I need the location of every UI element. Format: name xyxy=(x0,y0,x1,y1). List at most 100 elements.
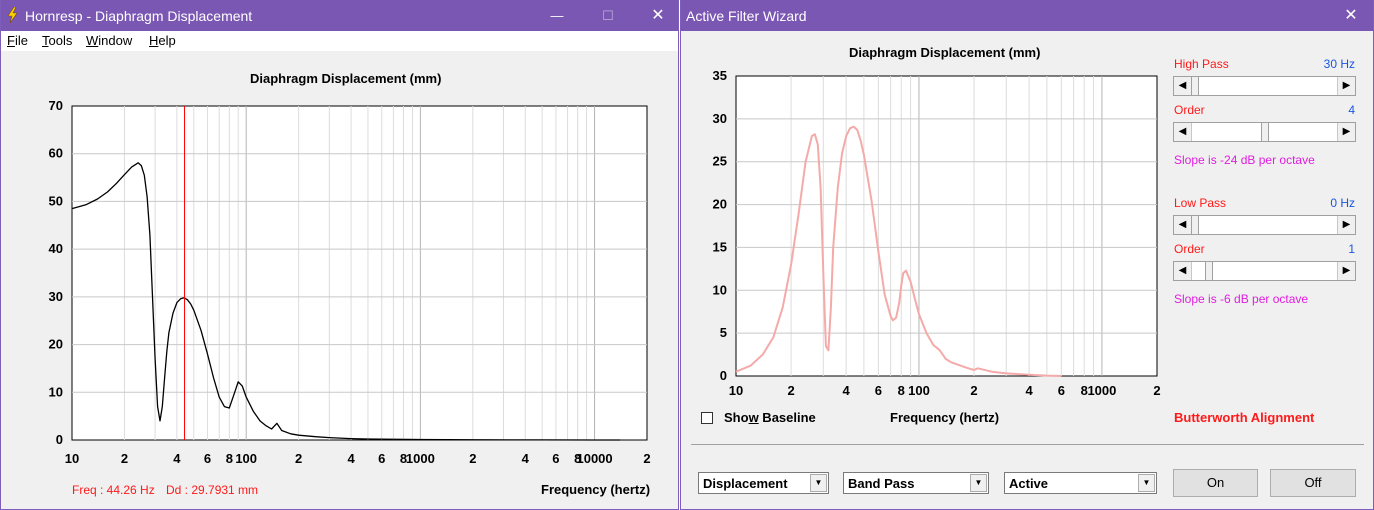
y-tick-label: 40 xyxy=(49,241,63,256)
lightning-icon xyxy=(7,7,18,23)
y-tick-label: 0 xyxy=(56,432,63,447)
high-pass-value: 30 Hz xyxy=(1323,57,1355,71)
alignment-label: Butterworth Alignment xyxy=(1174,410,1315,425)
x-tick-label: 2 xyxy=(787,383,794,398)
high-order-value: 4 xyxy=(1348,103,1355,117)
low-order-slider[interactable]: ◀ ▶ xyxy=(1173,261,1356,281)
title-bar[interactable]: Hornresp - Diaphragm Displacement — ☐ ✕ xyxy=(1,0,678,31)
x-tick-label: 4 xyxy=(173,451,181,466)
x-tick-label: 2 xyxy=(643,451,650,466)
y-tick-label: 70 xyxy=(49,98,63,113)
high-pass-label: High Pass xyxy=(1174,57,1229,71)
x-tick-label: 10 xyxy=(729,383,743,398)
x-tick-label: 100 xyxy=(235,451,257,466)
low-pass-value: 0 Hz xyxy=(1330,196,1355,210)
scroll-left-icon[interactable]: ◀ xyxy=(1174,77,1192,95)
scroll-left-icon[interactable]: ◀ xyxy=(1174,262,1192,280)
y-tick-label: 30 xyxy=(49,289,63,304)
x-tick-label: 1000 xyxy=(1087,383,1116,398)
plot-area xyxy=(735,75,1158,377)
low-pass-slider[interactable]: ◀ ▶ xyxy=(1173,215,1356,235)
x-tick-label: 2 xyxy=(121,451,128,466)
menu-file[interactable]: File xyxy=(7,33,28,48)
off-button[interactable]: Off xyxy=(1270,469,1356,497)
x-tick-label: 2 xyxy=(295,451,302,466)
active-select[interactable]: Active ▼ xyxy=(1004,472,1157,494)
x-tick-label: 8 xyxy=(898,383,905,398)
scroll-left-icon[interactable]: ◀ xyxy=(1174,123,1192,141)
show-baseline-label[interactable]: Show Baseline xyxy=(724,410,816,425)
x-tick-label: 2 xyxy=(970,383,977,398)
high-order-label: Order xyxy=(1174,103,1205,117)
series-line xyxy=(735,125,1062,377)
low-pass-label: Low Pass xyxy=(1174,196,1227,210)
chevron-down-icon[interactable]: ▼ xyxy=(810,474,827,492)
y-tick-label: 35 xyxy=(713,68,727,83)
x-tick-label: 8 xyxy=(226,451,233,466)
x-tick-label: 8 xyxy=(574,451,581,466)
x-tick-label: 8 xyxy=(1081,383,1088,398)
low-order-value: 1 xyxy=(1348,242,1355,256)
chevron-down-icon[interactable]: ▼ xyxy=(1138,474,1155,492)
menu-bar: File Tools Window Help xyxy=(1,31,678,51)
y-tick-label: 10 xyxy=(49,384,63,399)
x-tick-label: 4 xyxy=(347,451,355,466)
slider-thumb[interactable] xyxy=(1191,77,1199,95)
chart-title: Diaphragm Displacement (mm) xyxy=(250,71,442,86)
show-baseline-checkbox[interactable] xyxy=(701,412,713,424)
slider-thumb[interactable] xyxy=(1260,123,1269,141)
maximize-button[interactable]: ☐ xyxy=(602,8,614,23)
x-tick-label: 4 xyxy=(843,383,851,398)
x-tick-label: 2 xyxy=(1153,383,1160,398)
high-slope-text: Slope is -24 dB per octave xyxy=(1174,153,1315,167)
divider xyxy=(691,444,1364,445)
close-button[interactable]: ✕ xyxy=(651,7,665,24)
window-title: Hornresp - Diaphragm Displacement xyxy=(25,8,253,24)
on-button[interactable]: On xyxy=(1173,469,1258,497)
minimize-button[interactable]: — xyxy=(550,8,564,23)
menu-tools[interactable]: Tools xyxy=(42,33,73,48)
x-tick-label: 4 xyxy=(522,451,530,466)
y-tick-label: 20 xyxy=(49,337,63,352)
x-tick-label: 6 xyxy=(1058,383,1065,398)
x-axis-label: Frequency (hertz) xyxy=(541,482,651,497)
scroll-right-icon[interactable]: ▶ xyxy=(1337,123,1355,141)
high-pass-slider[interactable]: ◀ ▶ xyxy=(1173,76,1356,96)
hornresp-window: Hornresp - Diaphragm Displacement — ☐ ✕ … xyxy=(0,0,679,510)
frequency-readout: Freq : 44.26 Hz xyxy=(72,483,155,497)
x-tick-label: 10 xyxy=(65,451,79,466)
mode-select[interactable]: Displacement ▼ xyxy=(698,472,829,494)
y-tick-label: 25 xyxy=(713,154,727,169)
scroll-right-icon[interactable]: ▶ xyxy=(1337,77,1355,95)
close-button[interactable]: ✕ xyxy=(1344,7,1358,24)
chart-title: Diaphragm Displacement (mm) xyxy=(849,45,1041,60)
slider-thumb[interactable] xyxy=(1204,262,1213,280)
series-line xyxy=(71,162,620,441)
menu-window[interactable]: Window xyxy=(86,33,133,48)
scroll-right-icon[interactable]: ▶ xyxy=(1337,262,1355,280)
y-tick-label: 20 xyxy=(713,197,727,212)
high-order-slider[interactable]: ◀ ▶ xyxy=(1173,122,1356,142)
x-tick-label: 6 xyxy=(204,451,211,466)
x-tick-label: 6 xyxy=(378,451,385,466)
scroll-left-icon[interactable]: ◀ xyxy=(1174,216,1192,234)
scroll-right-icon[interactable]: ▶ xyxy=(1337,216,1355,234)
displacement-readout: Dd : 29.7931 mm xyxy=(166,483,259,497)
menu-help[interactable]: Help xyxy=(149,33,176,48)
active-filter-wizard-window: Active Filter Wizard ✕ Diaphragm Displac… xyxy=(680,0,1374,510)
y-tick-label: 0 xyxy=(720,368,727,383)
y-tick-label: 15 xyxy=(713,239,727,254)
y-tick-label: 30 xyxy=(713,111,727,126)
x-tick-label: 6 xyxy=(875,383,882,398)
filter-type-select[interactable]: Band Pass ▼ xyxy=(843,472,989,494)
title-bar[interactable]: Active Filter Wizard ✕ xyxy=(681,0,1373,31)
y-tick-label: 5 xyxy=(720,325,727,340)
x-tick-label: 6 xyxy=(552,451,559,466)
chevron-down-icon[interactable]: ▼ xyxy=(970,474,987,492)
slider-thumb[interactable] xyxy=(1191,216,1199,234)
x-tick-label: 100 xyxy=(908,383,930,398)
x-tick-label: 8 xyxy=(400,451,407,466)
plot-area xyxy=(71,105,648,441)
x-tick-label: 4 xyxy=(1025,383,1033,398)
